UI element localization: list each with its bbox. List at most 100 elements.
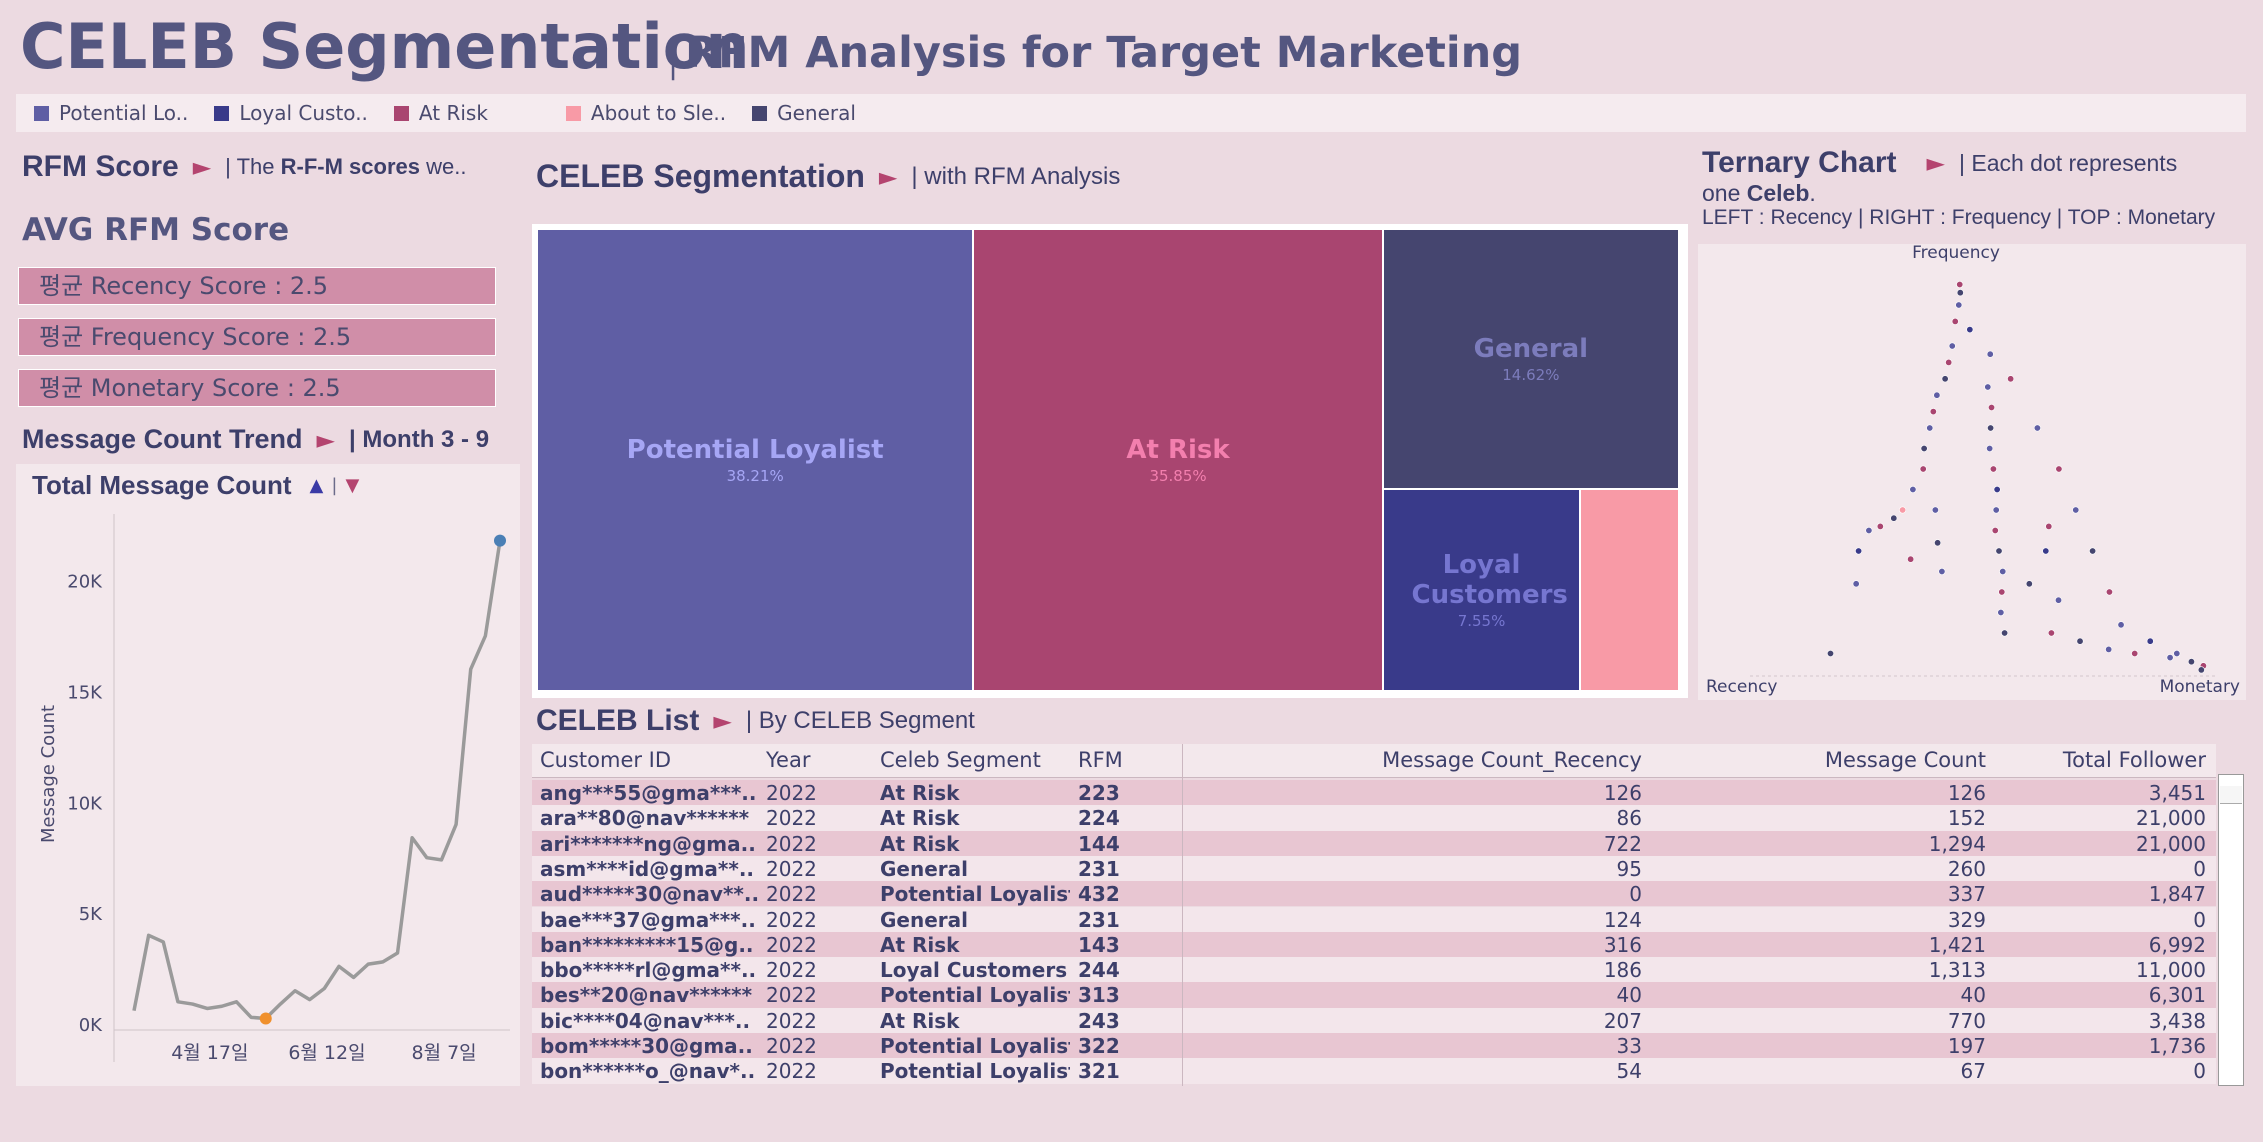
ternary-point[interactable] — [2033, 424, 2041, 432]
ternary-point[interactable] — [1852, 580, 1860, 588]
table-row[interactable]: ang***55@gma***.. 2022 At Risk 223 126 126 3,4… — [532, 780, 2216, 806]
ternary-point[interactable] — [2117, 621, 2125, 629]
legend-item[interactable]: Potential Lo.. — [34, 101, 188, 125]
legend-item[interactable]: General — [752, 101, 856, 125]
ternary-point[interactable] — [2055, 465, 2063, 473]
ternary-point[interactable] — [2001, 629, 2009, 637]
ternary-point[interactable] — [2105, 645, 2113, 653]
treemap-cell-at-risk[interactable]: At Risk 35.85% — [974, 230, 1382, 690]
table-row[interactable]: bom*****30@gma.. 2022 Potential Loyalist 32… — [532, 1033, 2216, 1059]
play-icon[interactable]: ► — [192, 153, 212, 181]
ternary-point[interactable] — [2131, 649, 2139, 657]
treemap-cell-general[interactable]: General 14.62% — [1383, 230, 1678, 489]
ternary-point[interactable] — [2045, 522, 2053, 530]
ternary-point[interactable] — [1951, 317, 1959, 325]
ternary-point[interactable] — [1945, 358, 1953, 366]
scrollbar-thumb[interactable] — [2220, 786, 2242, 804]
table-row[interactable]: bes**20@nav****** 2022 Potential Loyalist 3… — [532, 982, 2216, 1008]
ternary-point[interactable] — [1929, 408, 1937, 416]
table-row[interactable]: bic****04@nav***.. 2022 At Risk 243 207 770 3,… — [532, 1007, 2216, 1033]
ternary-point[interactable] — [1919, 465, 1927, 473]
ternary-point[interactable] — [1993, 486, 2001, 494]
ternary-point[interactable] — [1876, 522, 1884, 530]
ternary-point[interactable] — [1995, 547, 2003, 555]
ternary-point[interactable] — [2105, 588, 2113, 596]
ternary-point[interactable] — [2197, 666, 2205, 674]
ternary-point[interactable] — [1934, 539, 1942, 547]
ternary-point[interactable] — [1955, 301, 1963, 309]
table-row[interactable]: aud*****30@nav**.. 2022 Potential Loyalist… — [532, 881, 2216, 907]
play-icon[interactable]: ► — [1926, 149, 1945, 177]
sort-up-icon[interactable]: ▲ — [309, 475, 324, 496]
table-row[interactable]: ari*******ng@gma.. 2022 At Risk 144 722 1,294… — [532, 830, 2216, 856]
ternary-point[interactable] — [1907, 555, 1915, 563]
column-header[interactable]: Customer ID — [540, 748, 672, 772]
ternary-point[interactable] — [2146, 637, 2154, 645]
ternary-point[interactable] — [1899, 506, 1907, 514]
ternary-point[interactable] — [2007, 375, 2015, 383]
ternary-point[interactable] — [1948, 342, 1956, 350]
ternary-point[interactable] — [1997, 608, 2005, 616]
ternary-point[interactable] — [1998, 588, 2006, 596]
ternary-point[interactable] — [1988, 404, 1996, 412]
ternary-point[interactable] — [2089, 547, 2097, 555]
play-icon[interactable]: ► — [316, 425, 336, 454]
ternary-point[interactable] — [1984, 383, 1992, 391]
play-icon[interactable]: ► — [878, 162, 898, 191]
ternary-point[interactable] — [1931, 506, 1939, 514]
ternary-point[interactable] — [1827, 649, 1835, 657]
ternary-point[interactable] — [1966, 326, 1974, 334]
ternary-point[interactable] — [1956, 289, 1964, 297]
table-scrollbar[interactable] — [2218, 774, 2244, 1086]
column-header[interactable]: Year — [766, 748, 811, 772]
max-point-marker[interactable] — [494, 534, 506, 547]
ternary-point[interactable] — [2042, 547, 2050, 555]
ternary-point[interactable] — [2072, 506, 2080, 514]
ternary-point[interactable] — [1986, 350, 1994, 358]
treemap-cell-potential-loyalist[interactable]: Potential Loyalist 38.21% — [538, 230, 973, 690]
ternary-point[interactable] — [2166, 654, 2174, 662]
ternary-point[interactable] — [1956, 280, 1964, 288]
table-row[interactable]: ban*********15@g.. 2022 At Risk 143 316 1,421… — [532, 931, 2216, 958]
ternary-point[interactable] — [1987, 424, 1995, 432]
ternary-point[interactable] — [2187, 658, 2195, 666]
table-row[interactable]: ara**80@nav****** 2022 At Risk 224 86 152 21,0… — [532, 805, 2216, 831]
ternary-point[interactable] — [1941, 375, 1949, 383]
play-icon[interactable]: ► — [713, 707, 732, 735]
column-header[interactable]: Message Count — [1824, 748, 1986, 772]
ternary-point[interactable] — [1920, 445, 1928, 453]
table-row[interactable]: bbo*****rl@gma**.. 2022 Loyal Customers 244… — [532, 957, 2216, 983]
ternary-point[interactable] — [1992, 506, 2000, 514]
treemap-cell-about-to-sleep[interactable] — [1581, 490, 1678, 690]
min-point-marker[interactable] — [259, 1012, 272, 1025]
sort-down-icon[interactable]: ▼ — [345, 475, 360, 496]
ternary-point[interactable] — [1986, 445, 1994, 453]
ternary-point[interactable] — [1855, 547, 1863, 555]
column-header[interactable]: Total Follower — [2062, 748, 2206, 772]
ternary-point[interactable] — [2173, 649, 2181, 657]
column-header[interactable]: RFM — [1078, 748, 1123, 772]
table-row[interactable]: bon******o_@nav*.. 2022 Potential Loyalist… — [532, 1058, 2216, 1084]
ternary-point[interactable] — [1933, 391, 1941, 399]
ternary-point[interactable] — [1989, 465, 1997, 473]
celeb-list-table[interactable]: Customer ID Year Celeb Segment RFM Message C… — [532, 744, 2216, 1086]
ternary-point[interactable] — [2025, 580, 2033, 588]
treemap-cell-loyal-customers[interactable]: Loyal Customers 7.55% — [1383, 490, 1580, 690]
table-row[interactable]: asm****id@gma**.. 2022 General 231 95 260 0 — [532, 855, 2216, 882]
ternary-point[interactable] — [1890, 514, 1898, 522]
ternary-point[interactable] — [1991, 526, 1999, 534]
ternary-point[interactable] — [2055, 596, 2063, 604]
ternary-point[interactable] — [1926, 424, 1934, 432]
ternary-point[interactable] — [1865, 526, 1873, 534]
column-header[interactable]: Message Count_Recency — [1382, 748, 1642, 772]
ternary-point[interactable] — [2076, 637, 2084, 645]
table-row[interactable]: bae***37@gma***.. 2022 General 231 124 329 0 — [532, 906, 2216, 932]
ternary-point[interactable] — [1938, 567, 1946, 575]
ternary-point[interactable] — [2047, 629, 2055, 637]
ternary-point[interactable] — [1999, 567, 2007, 575]
column-header[interactable]: Celeb Segment — [880, 748, 1041, 772]
legend-item[interactable]: About to Sle.. — [565, 101, 726, 125]
legend-item[interactable]: Loyal Custo.. — [214, 101, 368, 125]
ternary-point[interactable] — [1909, 486, 1917, 494]
legend-item[interactable]: At Risk — [393, 101, 488, 125]
